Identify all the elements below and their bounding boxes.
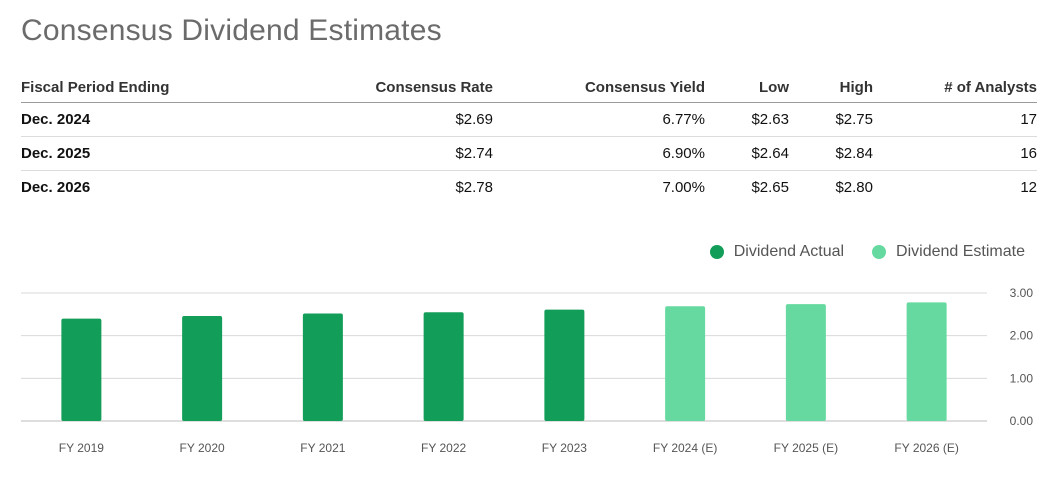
x-tick-label: FY 2023: [542, 441, 587, 455]
x-tick-label: FY 2020: [180, 441, 225, 455]
cell-consensus-yield: 6.90%: [493, 136, 705, 171]
chart-legend: Dividend Actual Dividend Estimate: [682, 243, 1025, 261]
cell-consensus-yield: 6.77%: [493, 102, 705, 137]
page-title: Consensus Dividend Estimates: [21, 14, 442, 47]
cell-high: $2.75: [789, 102, 873, 137]
table-row: Dec. 2026 $2.78 7.00% $2.65 $2.80 12: [21, 171, 1037, 205]
x-tick-label: FY 2019: [59, 441, 104, 455]
cell-fiscal-period: Dec. 2026: [21, 179, 91, 196]
cell-analysts: 12: [1020, 179, 1037, 196]
table-row: Dec. 2025 $2.74 6.90% $2.64 $2.84 16: [21, 136, 1037, 171]
column-header-fiscal-period[interactable]: Fiscal Period Ending: [21, 72, 271, 103]
bar-actual: [61, 318, 102, 421]
table-header-row: Fiscal Period Ending Consensus Rate Cons…: [21, 72, 1037, 103]
cell-high: $2.84: [789, 136, 873, 171]
column-header-consensus-rate[interactable]: Consensus Rate: [271, 72, 493, 103]
y-tick-label: 2.00: [1010, 329, 1034, 343]
bar-actual: [544, 309, 585, 421]
bar-actual: [182, 316, 223, 421]
legend-label-actual: Dividend Actual: [733, 243, 845, 260]
x-tick-label: FY 2024 (E): [653, 441, 717, 455]
y-tick-label: 0.00: [1010, 414, 1034, 428]
legend-item-estimate[interactable]: Dividend Estimate: [872, 243, 1025, 261]
legend-label-estimate: Dividend Estimate: [896, 243, 1025, 260]
cell-low: $2.63: [705, 102, 789, 137]
column-header-consensus-yield[interactable]: Consensus Yield: [493, 72, 705, 103]
estimates-table: Fiscal Period Ending Consensus Rate Cons…: [21, 72, 1037, 204]
y-tick-label: 1.00: [1010, 371, 1034, 385]
legend-dot-estimate-icon: [872, 245, 887, 259]
cell-consensus-yield: 7.00%: [662, 179, 705, 196]
table-row: Dec. 2024 $2.69 6.77% $2.63 $2.75 17: [21, 102, 1037, 137]
x-tick-label: FY 2025 (E): [774, 441, 838, 455]
cell-consensus-rate: $2.69: [271, 102, 493, 137]
bar-estimate: [906, 302, 947, 421]
cell-low: $2.64: [705, 136, 789, 171]
column-header-high[interactable]: High: [789, 72, 873, 103]
cell-fiscal-period: Dec. 2024: [21, 102, 271, 137]
bar-estimate: [785, 304, 826, 421]
dividend-bar-chart: 0.00 1.00 2.00 3.00 FY 2019 FY 2020 FY 2021 FY …: [21, 286, 1034, 455]
cell-low: $2.65: [751, 179, 789, 196]
cell-high: $2.80: [835, 179, 873, 196]
bar-estimate: [665, 306, 706, 421]
cell-fiscal-period: Dec. 2025: [21, 136, 271, 171]
y-tick-label: 3.00: [1010, 286, 1034, 300]
column-header-low[interactable]: Low: [705, 72, 789, 103]
x-tick-label: FY 2022: [421, 441, 466, 455]
cell-consensus-rate: $2.74: [271, 136, 493, 171]
x-tick-label: FY 2021: [300, 441, 345, 455]
x-tick-label: FY 2026 (E): [894, 441, 958, 455]
legend-dot-actual-icon: [709, 245, 724, 259]
cell-analysts: 16: [873, 136, 1037, 171]
bar-actual: [302, 313, 343, 421]
bar-actual: [423, 312, 464, 421]
cell-consensus-rate: $2.78: [455, 179, 493, 196]
column-header-analysts[interactable]: # of Analysts: [873, 72, 1037, 103]
cell-analysts: 17: [873, 102, 1037, 137]
legend-item-actual[interactable]: Dividend Actual: [709, 243, 845, 261]
